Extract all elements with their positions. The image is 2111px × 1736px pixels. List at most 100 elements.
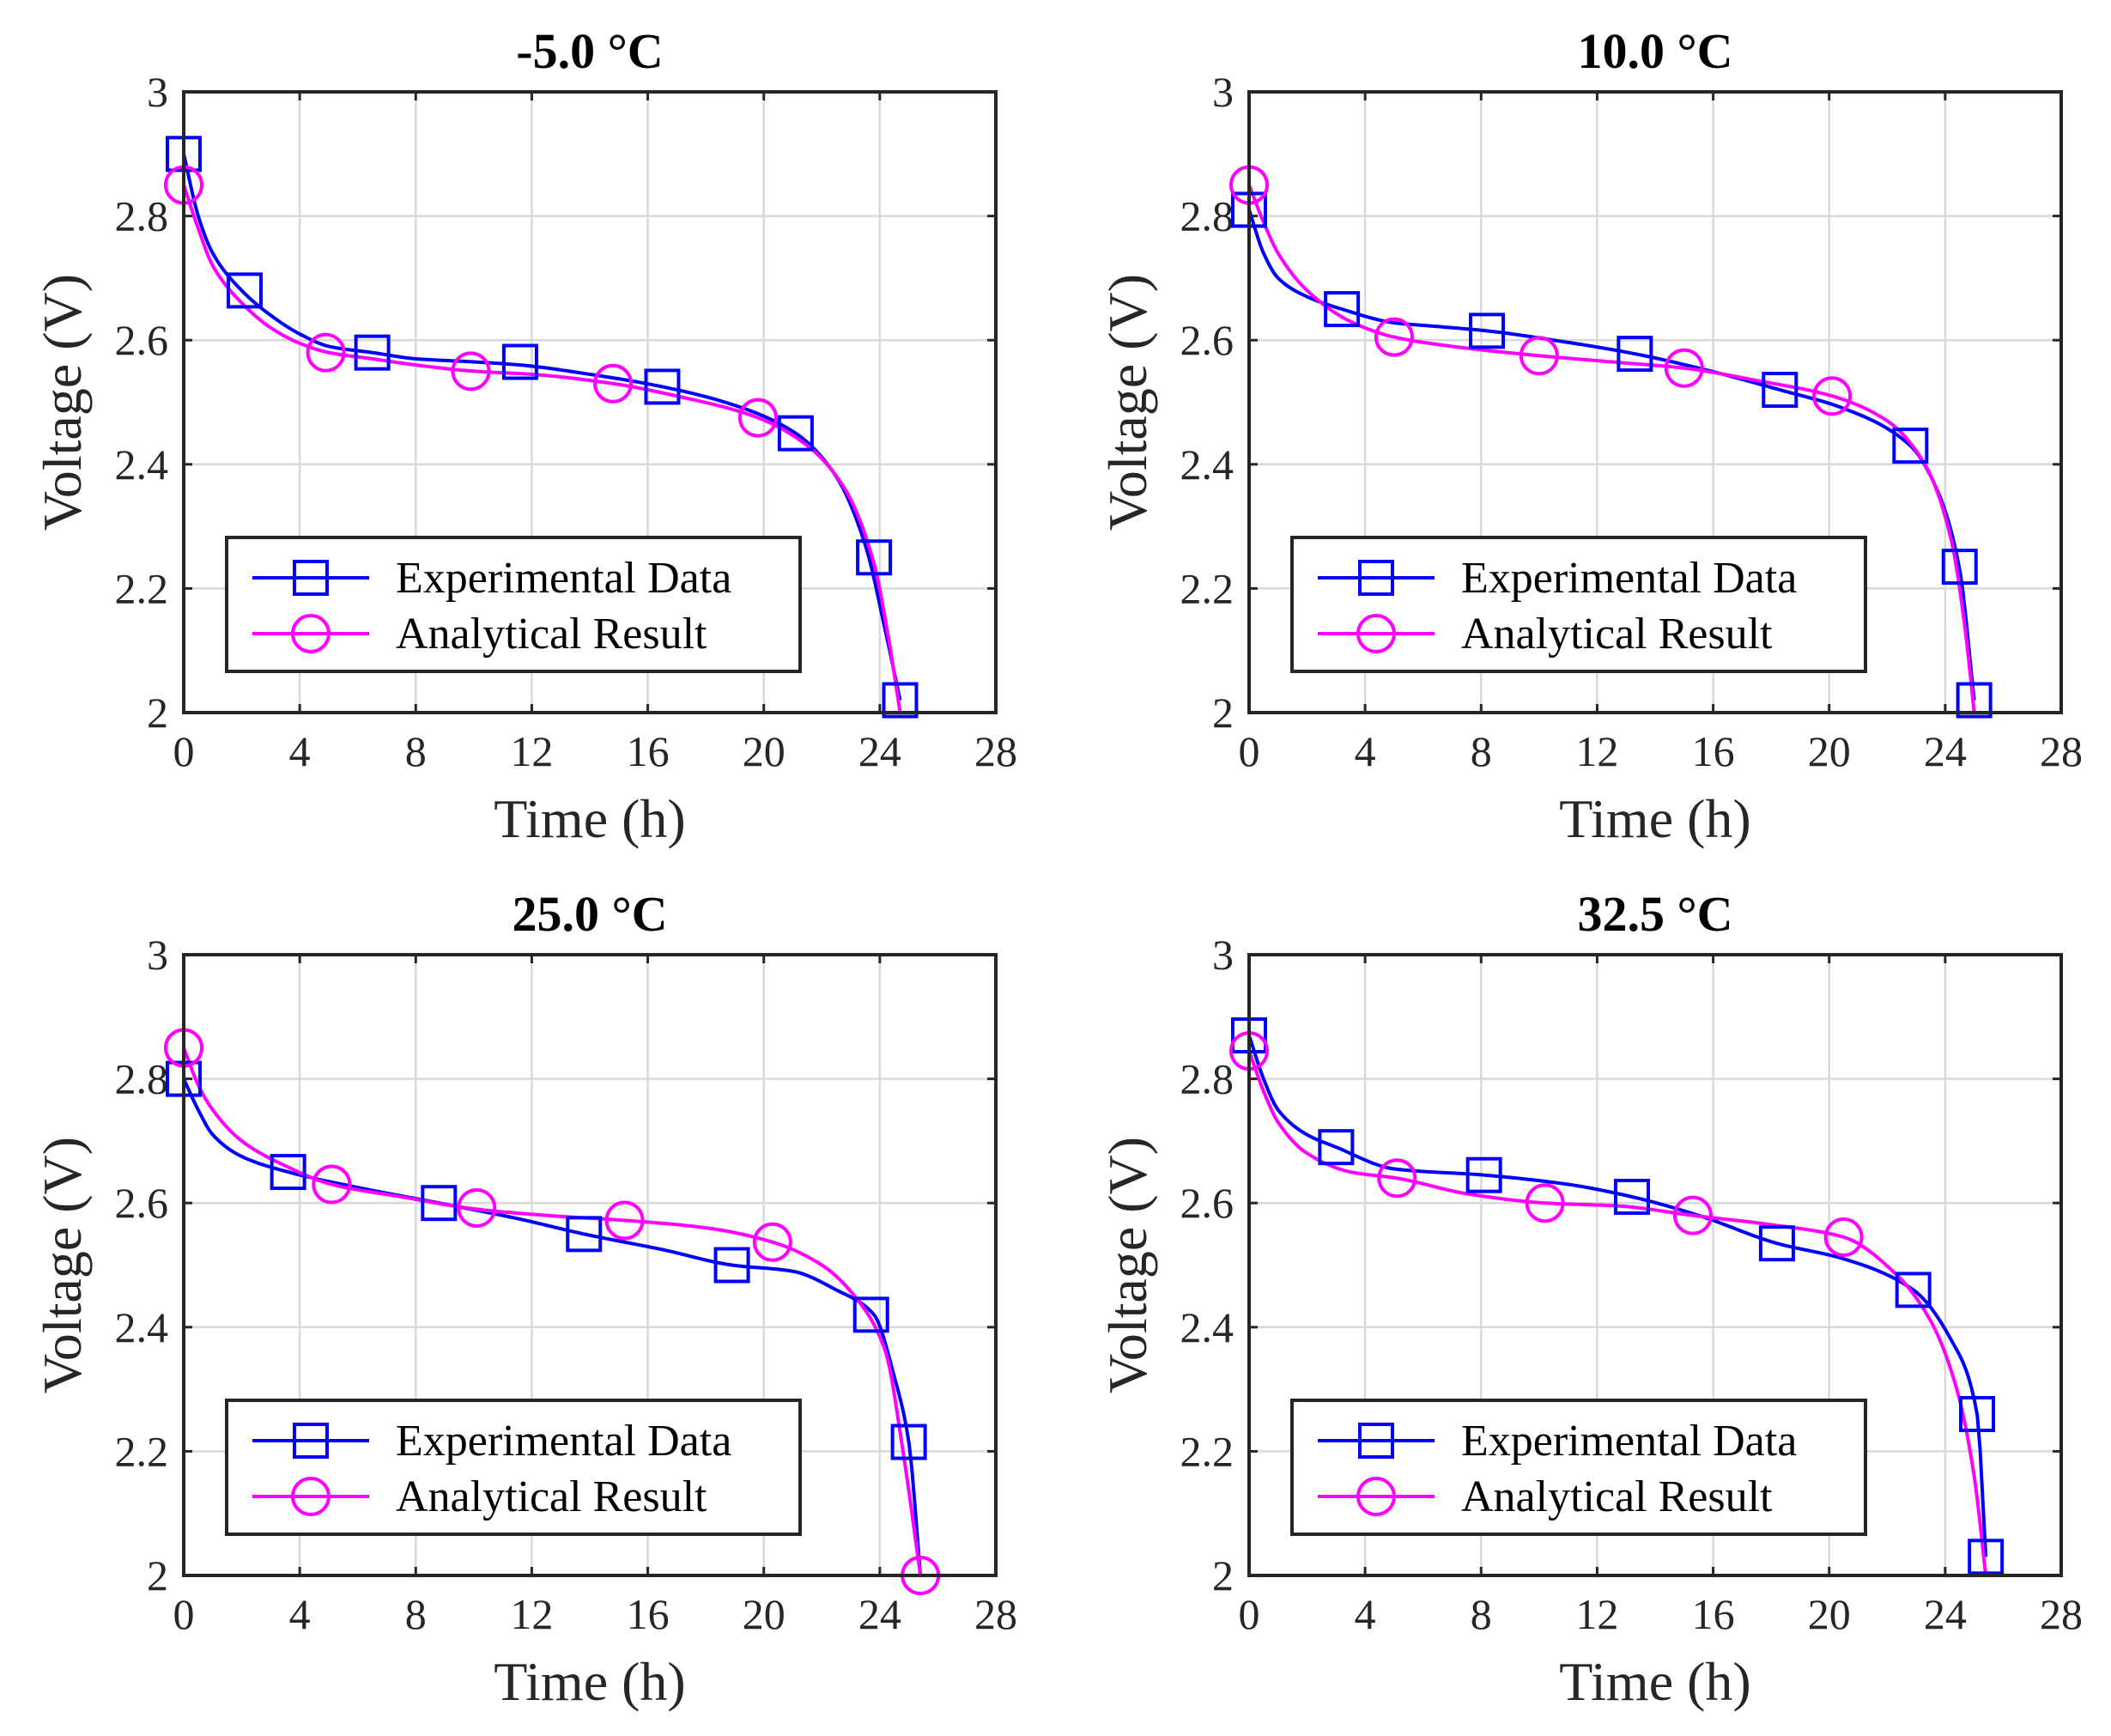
- y-tick-label: 2.4: [115, 440, 169, 489]
- x-tick-label: 8: [1471, 727, 1492, 775]
- experimental-marker: [1956, 682, 1993, 719]
- y-tick-label: 2.6: [115, 1179, 169, 1227]
- y-tick-label: 2.6: [115, 316, 169, 364]
- x-tick-label: 8: [405, 1590, 427, 1638]
- x-tick-label: 24: [858, 1590, 901, 1638]
- y-tick-label: 3: [1212, 68, 1234, 116]
- legend: Experimental Data Analytical Result: [225, 536, 802, 673]
- y-tick-label: 2: [147, 1551, 168, 1599]
- chart-panel-3: 0 4 8 12 16 20 24 28 2 2.2 2.4 2.6 2.8 3 Time (h) Volta…: [32, 886, 1017, 1712]
- x-tick-label: 20: [1808, 727, 1851, 775]
- chart-panel-1: 0 4 8 12 16 20 24 28 2 2.2 2.4 2.6 2.8 3 Time (h) Volta…: [32, 23, 1017, 849]
- y-tick-label: 3: [1212, 931, 1234, 979]
- legend-square-marker: [293, 560, 329, 596]
- experimental-marker: [1892, 428, 1929, 464]
- x-axis-label: Time (h): [494, 1651, 685, 1712]
- chart-title: 32.5 °C: [1577, 886, 1732, 942]
- x-tick-label: 0: [173, 1590, 195, 1638]
- y-axis-label: Voltage (V): [32, 274, 93, 531]
- experimental-marker: [1758, 1225, 1795, 1262]
- chart-title: -5.0 °C: [516, 23, 663, 79]
- x-tick-label: 4: [1355, 727, 1376, 775]
- legend-circle-marker: [291, 614, 331, 653]
- y-tick-label: 2.8: [1180, 1055, 1234, 1103]
- experimental-marker: [1613, 1178, 1650, 1215]
- x-tick-label: 16: [627, 727, 670, 775]
- experimental-marker: [644, 368, 681, 405]
- analytical-marker: [1377, 1158, 1417, 1199]
- analytical-marker: [306, 332, 346, 373]
- legend-label: Analytical Result: [1461, 1472, 1773, 1521]
- experimental-marker: [421, 1185, 458, 1222]
- x-tick-label: 16: [1692, 1590, 1735, 1638]
- experimental-marker: [1617, 336, 1653, 373]
- x-tick-label: 12: [510, 727, 553, 775]
- analytical-marker: [752, 1222, 792, 1262]
- experimental-marker: [1959, 1396, 1996, 1433]
- legend-label: Experimental Data: [1461, 554, 1797, 603]
- series-line-analytical: [1249, 1050, 1988, 1575]
- y-tick-label: 3: [147, 68, 168, 116]
- legend-label: Experimental Data: [1461, 1417, 1797, 1466]
- legend: Experimental Data Analytical Result: [225, 1399, 802, 1536]
- y-axis-label: Voltage (V): [1097, 274, 1158, 531]
- legend-circle-marker: [291, 1477, 331, 1516]
- experimental-marker: [1318, 1129, 1355, 1166]
- x-tick-label: 28: [974, 727, 1017, 775]
- experimental-marker: [1465, 1156, 1502, 1193]
- series-line-analytical: [184, 1047, 923, 1575]
- series-line-experimental: [1249, 209, 1976, 701]
- axes-box: [182, 90, 998, 714]
- experimental-marker: [852, 1296, 889, 1333]
- y-tick-label: 2.4: [115, 1303, 169, 1351]
- x-tick-label: 20: [743, 727, 786, 775]
- legend-label: Analytical Result: [1461, 610, 1773, 659]
- experimental-marker: [566, 1216, 603, 1253]
- y-tick-label: 2.6: [1180, 1179, 1234, 1227]
- y-tick-label: 2.4: [1180, 1303, 1234, 1351]
- legend-circle-marker: [1356, 614, 1396, 653]
- analytical-marker: [1812, 376, 1853, 416]
- x-tick-label: 28: [974, 1590, 1017, 1638]
- legend-circle-marker: [1356, 1477, 1396, 1516]
- x-tick-label: 20: [743, 1590, 786, 1638]
- analytical-marker: [312, 1164, 352, 1205]
- analytical-marker: [1374, 317, 1414, 357]
- axes-box: [182, 953, 998, 1577]
- x-tick-label: 12: [510, 1590, 553, 1638]
- x-tick-label: 8: [1471, 1590, 1492, 1638]
- x-tick-label: 24: [1924, 727, 1967, 775]
- experimental-marker: [1469, 313, 1506, 349]
- chart-title: 10.0 °C: [1577, 23, 1732, 79]
- experimental-marker: [226, 272, 263, 309]
- experimental-marker: [1895, 1272, 1932, 1308]
- x-tick-label: 0: [1239, 727, 1260, 775]
- x-tick-label: 8: [405, 727, 427, 775]
- analytical-marker: [1672, 1195, 1713, 1235]
- analytical-marker: [604, 1200, 645, 1241]
- experimental-marker: [354, 334, 391, 371]
- legend-square-marker: [1358, 560, 1394, 596]
- chart-title: 25.0 °C: [512, 886, 667, 942]
- x-tick-label: 28: [2040, 1590, 2083, 1638]
- experimental-marker: [890, 1423, 927, 1460]
- analytical-marker: [593, 363, 634, 404]
- chart-panel-4: 0 4 8 12 16 20 24 28 2 2.2 2.4 2.6 2.8 3 Time (h) Volta…: [1097, 886, 2083, 1712]
- y-tick-label: 3: [147, 931, 168, 979]
- y-tick-label: 2.2: [1180, 1427, 1234, 1475]
- y-tick-label: 2.2: [115, 1427, 169, 1475]
- x-tick-label: 24: [1924, 1590, 1967, 1638]
- x-tick-label: 12: [1575, 1590, 1618, 1638]
- x-tick-label: 16: [627, 1590, 670, 1638]
- analytical-marker: [1519, 336, 1559, 376]
- experimental-marker: [1941, 549, 1978, 586]
- legend-label: Analytical Result: [396, 610, 707, 659]
- x-tick-label: 16: [1692, 727, 1735, 775]
- x-axis-label: Time (h): [494, 788, 685, 849]
- series-line-experimental: [1249, 1035, 1988, 1557]
- y-tick-label: 2.8: [1180, 192, 1234, 240]
- series-line-analytical: [1249, 184, 1976, 713]
- axes-box: [1247, 953, 2063, 1577]
- legend-square-marker: [293, 1423, 329, 1459]
- legend-square-marker: [1358, 1423, 1394, 1459]
